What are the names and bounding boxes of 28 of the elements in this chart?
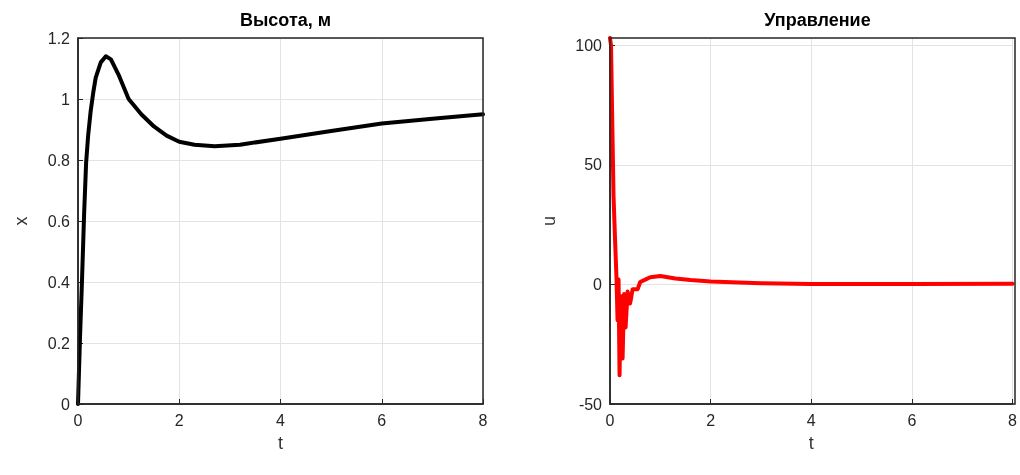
x-tick-label: 6: [377, 411, 387, 429]
x-tick-label: 2: [706, 411, 716, 429]
y-tick-label: 0: [61, 395, 71, 413]
y-tick-label: 0.4: [47, 273, 71, 291]
x-axis-title: t: [277, 433, 284, 453]
y-axis-title: u: [539, 215, 559, 227]
x-tick-label: 4: [276, 411, 286, 429]
line-series: [608, 36, 1015, 378]
y-tick-label: 0: [593, 275, 603, 293]
chart-title: Высота, м: [239, 10, 332, 30]
y-axis-title: x: [11, 216, 31, 226]
y-tick-label: 1: [61, 90, 71, 108]
chart-title: Управление: [764, 10, 871, 30]
y-tick-label: 0.2: [47, 334, 71, 352]
x-tick-label: 8: [478, 411, 488, 429]
y-tick-label: 0.6: [47, 212, 71, 230]
x-tick-label: 0: [73, 411, 83, 429]
y-tick-label: -50: [578, 395, 603, 413]
y-tick-label: 0.8: [47, 151, 71, 169]
y-tick-label: 50: [584, 156, 603, 174]
x-tick-label: 6: [907, 411, 917, 429]
x-tick-label: 4: [806, 411, 816, 429]
y-tick-label: 100: [575, 36, 603, 54]
x-tick-label: 8: [1008, 411, 1018, 429]
y-tick-label: 1.2: [47, 29, 71, 47]
x-tick-label: 2: [174, 411, 184, 429]
x-axis-title: t: [808, 433, 814, 453]
x-tick-label: 0: [605, 411, 615, 429]
